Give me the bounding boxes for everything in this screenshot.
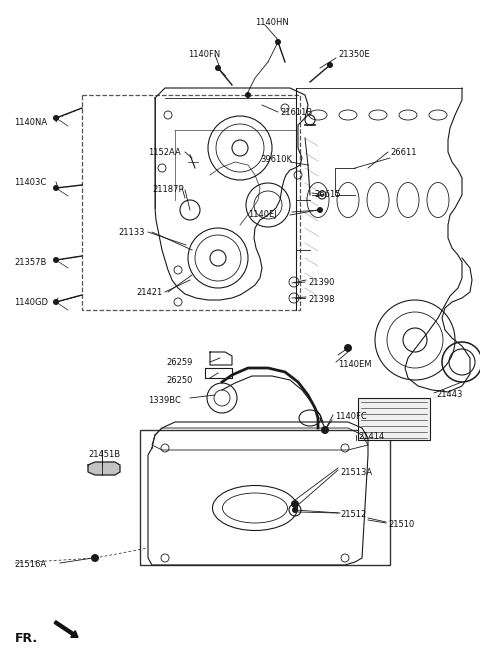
Bar <box>358 398 430 440</box>
Circle shape <box>344 344 352 352</box>
FancyArrow shape <box>54 621 78 637</box>
Text: 1152AA: 1152AA <box>148 148 181 157</box>
Text: 21414: 21414 <box>358 432 384 441</box>
Text: 26615: 26615 <box>314 190 340 199</box>
Circle shape <box>321 426 329 434</box>
Text: 21350E: 21350E <box>338 50 370 59</box>
Circle shape <box>91 554 99 562</box>
Polygon shape <box>88 462 120 475</box>
Text: 11403C: 11403C <box>14 178 46 187</box>
Text: 21451B: 21451B <box>88 450 120 459</box>
Text: 1140FC: 1140FC <box>335 412 367 421</box>
Text: 1140EJ: 1140EJ <box>248 210 277 219</box>
Text: 1339BC: 1339BC <box>148 396 181 405</box>
Text: 21510: 21510 <box>388 520 414 529</box>
Circle shape <box>245 92 251 98</box>
Circle shape <box>291 500 299 508</box>
Text: 21611B: 21611B <box>280 108 312 117</box>
Text: 26259: 26259 <box>166 358 192 367</box>
Bar <box>140 430 390 565</box>
Text: 21513A: 21513A <box>340 468 372 477</box>
Text: 1140EM: 1140EM <box>338 360 372 369</box>
Text: 26611: 26611 <box>390 148 417 157</box>
Circle shape <box>327 62 333 68</box>
Text: 26250: 26250 <box>166 376 192 385</box>
Circle shape <box>215 65 221 71</box>
Circle shape <box>53 115 59 121</box>
Text: 21390: 21390 <box>308 278 335 287</box>
Text: 21187P: 21187P <box>152 185 184 194</box>
Text: 1140FN: 1140FN <box>188 50 220 59</box>
Text: 39610K: 39610K <box>260 155 292 164</box>
Circle shape <box>292 507 298 513</box>
Text: 1140NA: 1140NA <box>14 118 47 127</box>
Text: 21421: 21421 <box>136 288 162 297</box>
Text: 21443: 21443 <box>436 390 462 399</box>
Text: 1140HN: 1140HN <box>255 18 289 27</box>
Circle shape <box>317 207 323 213</box>
Text: FR.: FR. <box>15 632 38 645</box>
Text: 21398: 21398 <box>308 295 335 304</box>
Text: 1140GD: 1140GD <box>14 298 48 307</box>
Text: 21512: 21512 <box>340 510 366 519</box>
Circle shape <box>53 185 59 191</box>
Bar <box>82 95 300 310</box>
Text: 21357B: 21357B <box>14 258 47 267</box>
Text: 21516A: 21516A <box>14 560 46 569</box>
Circle shape <box>53 299 59 305</box>
Circle shape <box>53 257 59 263</box>
Circle shape <box>275 39 281 45</box>
Text: 21133: 21133 <box>118 228 144 237</box>
